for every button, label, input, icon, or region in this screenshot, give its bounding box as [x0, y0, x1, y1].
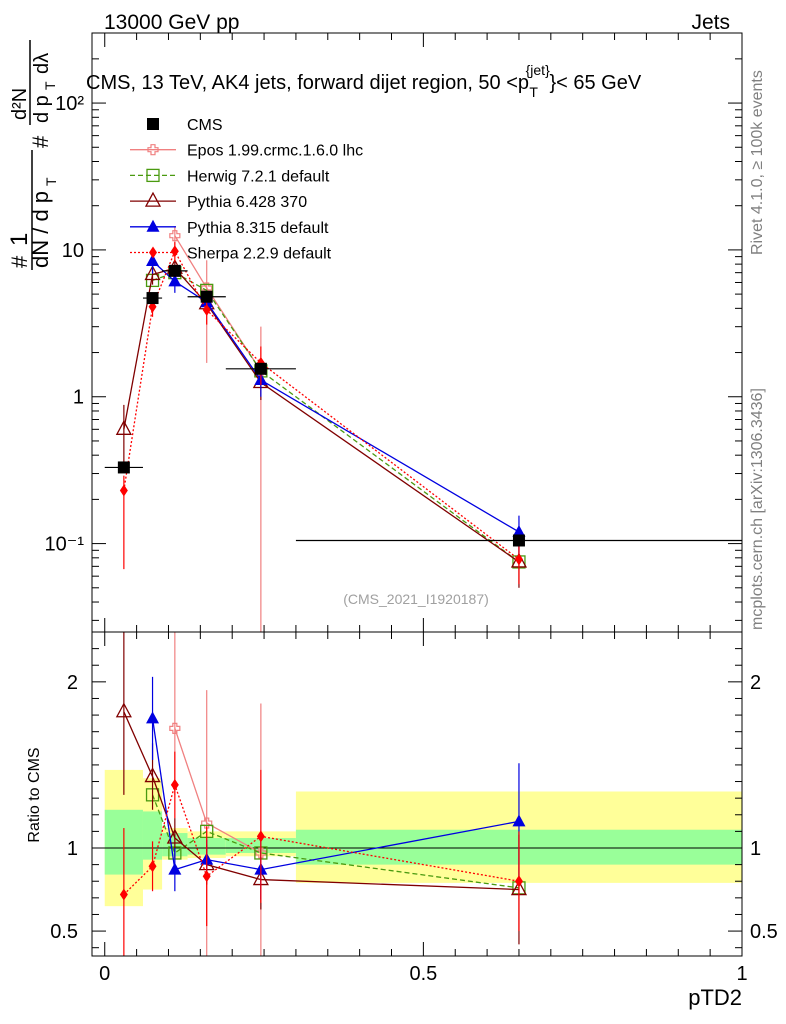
main-point-sherpa-2-2-9-default [170, 245, 179, 258]
main-point-sherpa-2-2-9-default [119, 484, 128, 497]
legend-marker-pythia-8-315-default [146, 219, 160, 232]
ratio-point-sherpa-2-2-9-default [170, 778, 179, 791]
ratio-xtick-label: 1 [736, 963, 747, 985]
plot-title-sub: T [529, 84, 538, 100]
legend: CMS Epos 1.99.crmc.1.6.0 lhc Herwig 7.2.1 … [130, 117, 363, 263]
main-point-sherpa-2-2-9-default [202, 303, 211, 316]
legend-label-cms: CMS [187, 117, 223, 134]
ratio-point-sherpa-2-2-9-default [119, 888, 128, 901]
svg-text:#: # [7, 255, 32, 268]
ratio-y-axis-label: Ratio to CMS [26, 747, 43, 842]
ratio-point-pythia-6-428-370 [144, 767, 161, 783]
main-series-herwig-7-2-1-default [145, 266, 526, 569]
main-line-sherpa-2-2-9-default [123, 249, 520, 560]
ratio-point-pythia-6-428-370 [115, 702, 132, 718]
legend-label-pythia-6-428-370: Pythia 6.428 370 [187, 194, 307, 211]
main-plot-series [104, 226, 742, 632]
svg-text:1: 1 [6, 233, 33, 246]
ratio-plot-frame [91, 631, 743, 957]
ratio-point-sherpa-2-2-9-default [514, 875, 523, 888]
main-point-cms [146, 292, 159, 305]
main-series-sherpa-2-2-9-default [119, 242, 523, 585]
main-point-pythia-6-428-370 [115, 419, 132, 435]
main-series-cms [104, 264, 742, 547]
main-line-herwig-7-2-1-default [152, 271, 520, 563]
ratio-ytick-label: 1 [67, 838, 78, 860]
plot-title-main: CMS, 13 TeV, AK4 jets, forward dijet reg… [86, 72, 529, 94]
main-point-pythia-8-315-default [146, 254, 160, 267]
ratio-series-sherpa-2-2-9-default [119, 751, 523, 956]
legend-entry-pythia-8-315-default: Pythia 8.315 default [130, 219, 329, 237]
ratio-point-pythia-8-315-default [168, 862, 182, 875]
ratio-point-sherpa-2-2-9-default [202, 870, 211, 883]
ratio-xtick-label: 0 [99, 963, 110, 985]
header-right: Jets [691, 11, 730, 34]
ratio-plot-series [115, 632, 528, 956]
plot-title-sup: {jet} [526, 62, 550, 78]
ratio-line-pythia-6-428-370 [123, 711, 519, 891]
ratio-point-pythia-8-315-default [512, 814, 526, 827]
ratio-point-epos-1-99-crmc-1-6-0-lhc [201, 817, 213, 829]
main-point-pythia-8-315-default [512, 524, 526, 537]
ratio-point-sherpa-2-2-9-default [256, 830, 265, 843]
main-ytick-label: 10⁻¹ [45, 534, 85, 556]
ratio-xtick-label: 0.5 [409, 963, 437, 985]
legend-marker-cms [147, 118, 159, 130]
main-series-pythia-6-428-370 [115, 258, 528, 588]
svg-text:#: # [28, 135, 53, 148]
legend-marker-sherpa-2-2-9-default [149, 246, 157, 259]
main-point-pythia-8-315-default [168, 274, 182, 287]
side-label-mcplots: mcplots.cern.ch [arXiv:1306.3436] [749, 388, 766, 630]
legend-label-sherpa-2-2-9-default: Sherpa 2.2.9 default [187, 246, 332, 263]
ratio-line-sherpa-2-2-9-default [123, 782, 520, 895]
main-y-axis-label: # 1 dN / d p T # d²N d p T dλ [6, 40, 59, 270]
ratio-ytick-label: 0.5 [50, 921, 78, 943]
legend-entry-sherpa-2-2-9-default: Sherpa 2.2.9 default [130, 246, 332, 263]
main-point-cms [117, 461, 130, 474]
ratio-point-pythia-8-315-default [146, 711, 160, 724]
analysis-watermark: (CMS_2021_I1920187) [343, 591, 489, 607]
legend-label-pythia-8-315-default: Pythia 8.315 default [187, 220, 329, 237]
ratio-point-pythia-6-428-370 [166, 828, 183, 844]
ratio-point-epos-1-99-crmc-1-6-0-lhc [169, 722, 181, 734]
ratio-ytick-label-right: 1 [750, 838, 761, 860]
main-point-cms [168, 264, 181, 277]
legend-entry-herwig-7-2-1-default: Herwig 7.2.1 default [130, 168, 330, 185]
ratio-ytick-label: 2 [67, 672, 78, 694]
ratio-point-sherpa-2-2-9-default [148, 860, 157, 873]
ratio-ytick-label-right: 0.5 [750, 921, 778, 943]
legend-marker-pythia-6-428-370 [144, 191, 162, 207]
main-ytick-label: 1 [73, 387, 84, 409]
svg-text:d p: d p [31, 95, 53, 123]
main-ytick-label: 10² [55, 93, 84, 115]
svg-text:T: T [43, 177, 59, 186]
plot-title: CMS, 13 TeV, AK4 jets, forward dijet reg… [86, 58, 642, 102]
svg-text:d²N: d²N [9, 88, 31, 120]
ratio-ytick-label-right: 2 [750, 672, 761, 694]
main-point-cms [512, 534, 525, 547]
x-axis-label: pTD2 [688, 985, 742, 1010]
legend-marker-epos-1-99-crmc-1-6-0-lhc [147, 144, 159, 156]
svg-text:dN / d p: dN / d p [28, 191, 53, 268]
main-point-cms [200, 290, 213, 303]
svg-text:T: T [42, 81, 58, 90]
legend-entry-pythia-6-428-370: Pythia 6.428 370 [130, 191, 307, 211]
svg-text:dλ: dλ [31, 53, 53, 74]
legend-marker-herwig-7-2-1-default [146, 168, 160, 183]
main-point-epos-1-99-crmc-1-6-0-lhc [169, 230, 181, 242]
side-label-rivet: Rivet 4.1.0, ≥ 100k events [749, 70, 766, 255]
main-point-pythia-6-428-370 [144, 265, 161, 281]
legend-entry-cms: CMS [147, 117, 223, 134]
legend-entry-epos-1-99-crmc-1-6-0-lhc: Epos 1.99.crmc.1.6.0 lhc [130, 143, 363, 160]
main-ytick-label: 10 [62, 240, 84, 262]
legend-label-herwig-7-2-1-default: Herwig 7.2.1 default [187, 168, 330, 185]
plot-title-end: }< 65 GeV [549, 72, 641, 94]
main-point-sherpa-2-2-9-default [514, 553, 523, 566]
header-left: 13000 GeV pp [104, 11, 239, 34]
main-point-cms [254, 362, 267, 375]
ratio-series-pythia-6-428-370 [115, 632, 528, 945]
ratio-series-epos-1-99-crmc-1-6-0-lhc [169, 632, 267, 956]
legend-label-epos-1-99-crmc-1-6-0-lhc: Epos 1.99.crmc.1.6.0 lhc [187, 143, 363, 160]
